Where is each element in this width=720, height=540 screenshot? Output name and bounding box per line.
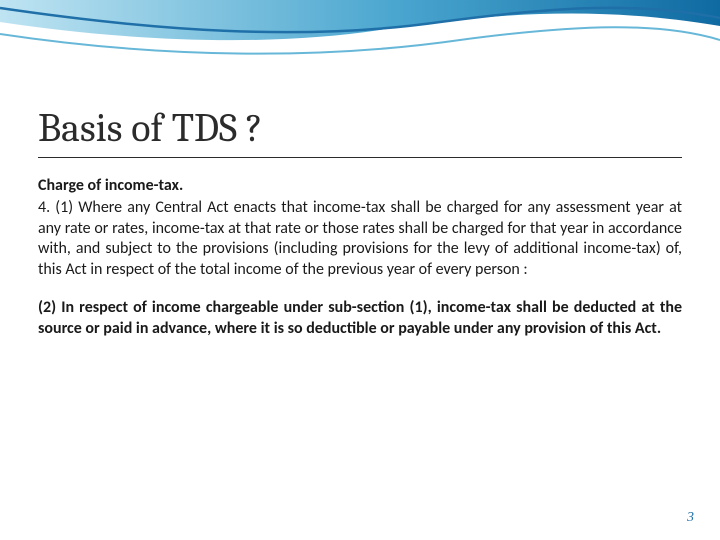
paragraph-1: 4. (1) Where any Central Act enacts that…	[38, 198, 682, 280]
slide-title: Basis of TDS ?	[38, 105, 682, 158]
paragraph-2: (2) In respect of income chargeable unde…	[38, 298, 682, 339]
header-wave-banner	[0, 0, 720, 90]
section-heading: Charge of income-tax.	[38, 176, 682, 196]
page-number: 3	[687, 510, 694, 526]
slide-content: Basis of TDS ? Charge of income-tax. 4. …	[38, 105, 682, 339]
